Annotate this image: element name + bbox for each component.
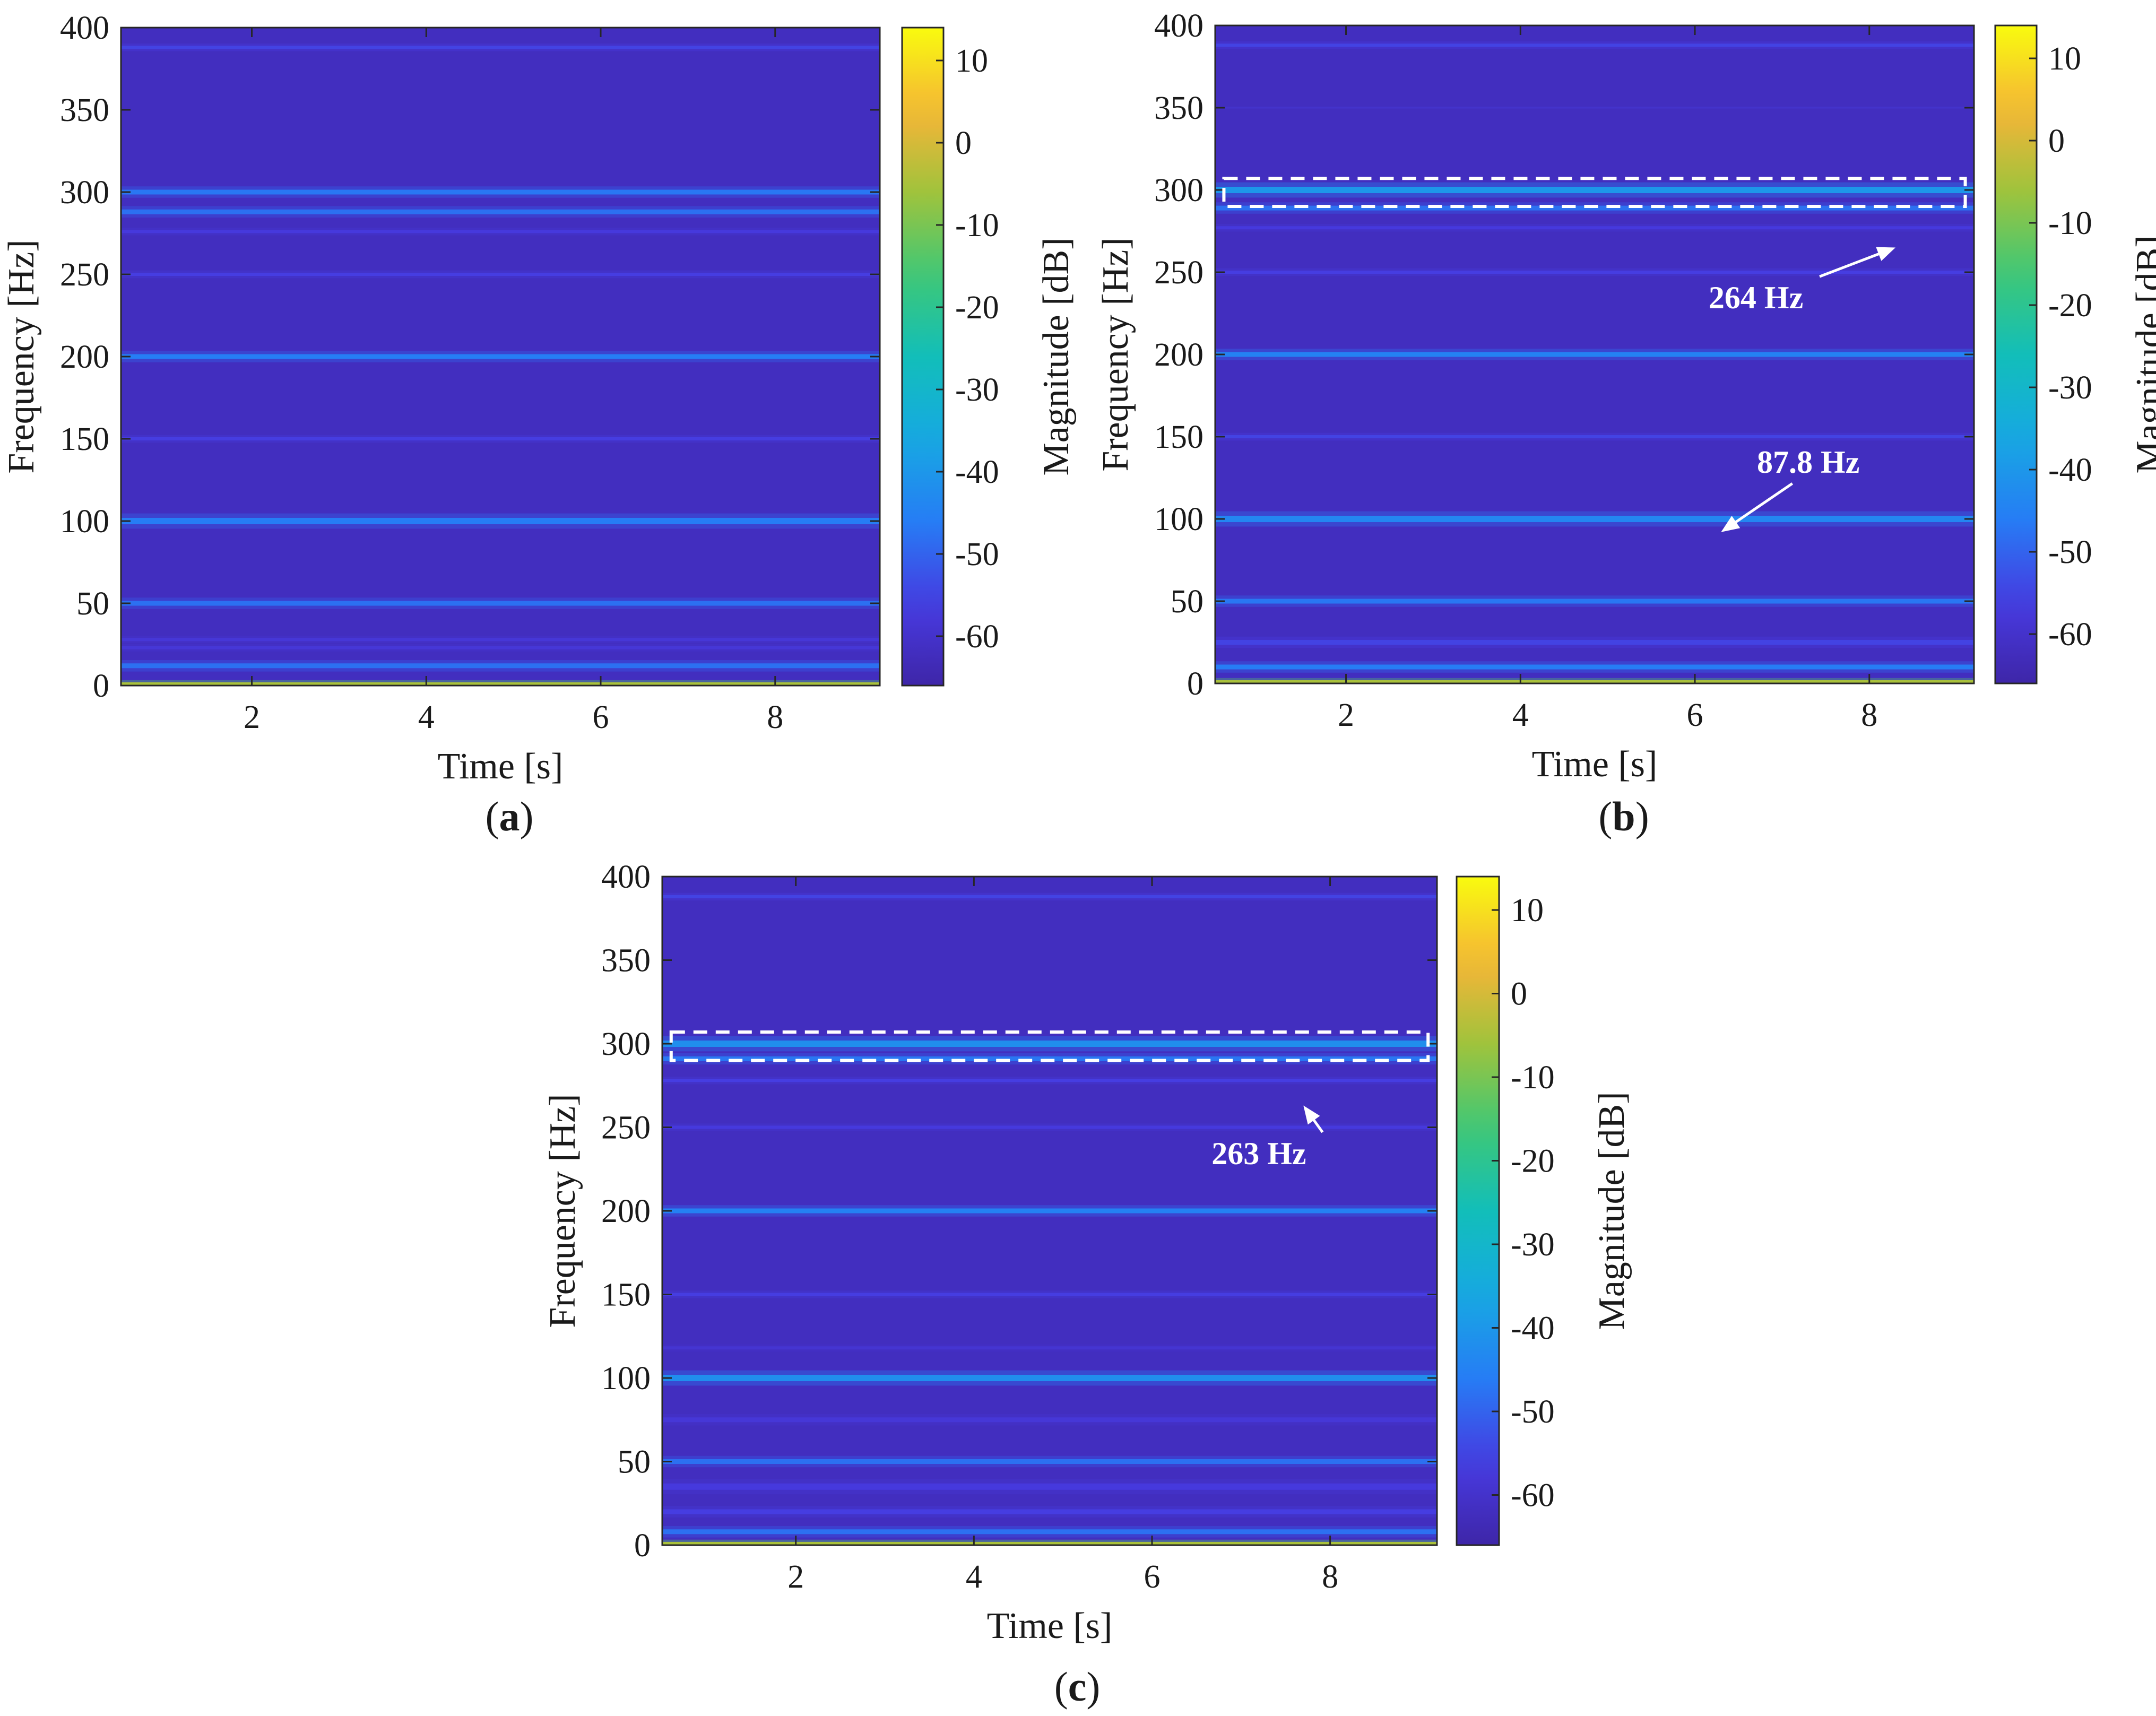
colorbar-tick-label: -20	[1511, 1143, 1555, 1180]
y-tick-label: 300	[601, 1026, 651, 1062]
y-tick-label: 350	[1154, 90, 1203, 126]
y-tick-label: 350	[60, 92, 109, 128]
y-tick-label: 150	[601, 1277, 651, 1313]
x-tick-label: 4	[966, 1559, 982, 1595]
y-tick-label: 150	[1154, 419, 1203, 455]
y-tick-label: 350	[601, 943, 651, 979]
colorbar-tick-label: -50	[2048, 534, 2092, 570]
colorbar-tick-label: -10	[1511, 1060, 1555, 1096]
highlight-box	[669, 1030, 1430, 1062]
colorbar-tick-label: -30	[955, 372, 999, 408]
colorbar-tick-label: -60	[1511, 1478, 1555, 1514]
colorbar-tick-label: -50	[1511, 1394, 1555, 1430]
annotation-arrowhead	[1303, 1105, 1320, 1125]
y-tick-label: 50	[76, 586, 109, 622]
y-tick-label: 200	[60, 339, 109, 375]
y-tick-label: 100	[1154, 501, 1203, 538]
y-tick-label: 400	[601, 859, 651, 895]
spectrogram-image	[1215, 25, 1974, 683]
annotation-arrowhead	[1876, 247, 1896, 261]
y-tick-label: 400	[60, 10, 109, 46]
colorbar-label: Magnitude [dB]	[2129, 235, 2156, 473]
x-tick-label: 6	[1144, 1559, 1160, 1595]
colorbar-tick-label: -30	[2048, 370, 2092, 406]
x-tick-label: 6	[593, 699, 609, 735]
colorbar-label: Magnitude [dB]	[1036, 237, 1077, 475]
x-axis-label: Time [s]	[987, 1606, 1113, 1646]
annotation-arrow	[1730, 482, 1794, 527]
y-tick-label: 150	[60, 421, 109, 457]
y-tick-label: 200	[601, 1193, 651, 1229]
x-axis-label: Time [s]	[438, 746, 564, 787]
y-tick-label: 300	[1154, 172, 1203, 209]
colorbar-tick-label: -20	[2048, 288, 2092, 324]
colorbar-tick-label: -60	[2048, 617, 2092, 653]
x-tick-label: 4	[1512, 697, 1529, 733]
y-tick-label: 0	[93, 668, 109, 704]
panel-label: (c)	[1054, 1663, 1101, 1710]
annotation-arrow	[1819, 250, 1885, 278]
y-tick-label: 0	[1187, 666, 1203, 702]
y-tick-label: 50	[1171, 584, 1203, 620]
y-tick-label: 250	[601, 1110, 651, 1146]
colorbar-tick-label: 10	[2048, 41, 2081, 77]
colorbar	[1994, 24, 2038, 684]
y-tick-label: 100	[60, 504, 109, 540]
x-tick-label: 2	[787, 1559, 804, 1595]
colorbar	[901, 27, 945, 687]
annotation-label: 87.8 Hz	[1757, 445, 1859, 480]
colorbar-label: Magnitude [dB]	[1591, 1091, 1632, 1330]
x-tick-label: 4	[418, 699, 435, 735]
colorbar-tick-label: 10	[1511, 892, 1544, 929]
colorbar	[1456, 876, 1500, 1546]
y-tick-label: 50	[618, 1444, 651, 1480]
x-tick-label: 2	[1338, 697, 1354, 733]
colorbar-tick-label: -20	[955, 290, 999, 326]
colorbar-tick-label: -30	[1511, 1227, 1555, 1263]
y-tick-label: 300	[60, 175, 109, 211]
colorbar-tick-label: 0	[2048, 123, 2065, 159]
x-tick-label: 2	[244, 699, 260, 735]
y-tick-label: 250	[60, 257, 109, 293]
x-axis-label: Time [s]	[1532, 744, 1658, 785]
colorbar-tick-label: -60	[955, 619, 999, 655]
y-axis-label: Frequency [Hz]	[1095, 237, 1136, 471]
annotation-arrowhead	[1721, 516, 1741, 532]
colorbar-tick-label: -40	[2048, 452, 2092, 488]
colorbar-tick-label: -40	[955, 454, 999, 490]
spectrogram-image	[121, 28, 880, 686]
y-axis-label: Frequency [Hz]	[1, 239, 42, 473]
y-tick-label: 100	[601, 1360, 651, 1397]
colorbar-tick-label: -40	[1511, 1311, 1555, 1347]
annotation-label: 264 Hz	[1709, 280, 1803, 315]
colorbar-tick-label: 0	[955, 125, 972, 161]
spectrogram-image	[662, 877, 1437, 1545]
colorbar-tick-label: -10	[955, 207, 999, 244]
colorbar-tick-label: -50	[955, 536, 999, 573]
highlight-box	[1222, 177, 1967, 208]
x-tick-label: 8	[767, 699, 783, 735]
x-tick-label: 8	[1322, 1559, 1338, 1595]
colorbar-tick-label: 0	[1511, 976, 1527, 1012]
x-tick-label: 8	[1861, 697, 1877, 733]
annotation-label: 263 Hz	[1211, 1136, 1306, 1171]
y-tick-label: 200	[1154, 337, 1203, 373]
panel-label: (b)	[1598, 793, 1649, 839]
y-tick-label: 0	[634, 1528, 651, 1564]
y-tick-label: 400	[1154, 8, 1203, 44]
x-tick-label: 6	[1687, 697, 1703, 733]
panel-label: (a)	[486, 793, 534, 839]
y-axis-label: Frequency [Hz]	[542, 1094, 583, 1328]
colorbar-tick-label: -10	[2048, 205, 2092, 241]
y-tick-label: 250	[1154, 255, 1203, 291]
colorbar-tick-label: 10	[955, 43, 988, 79]
